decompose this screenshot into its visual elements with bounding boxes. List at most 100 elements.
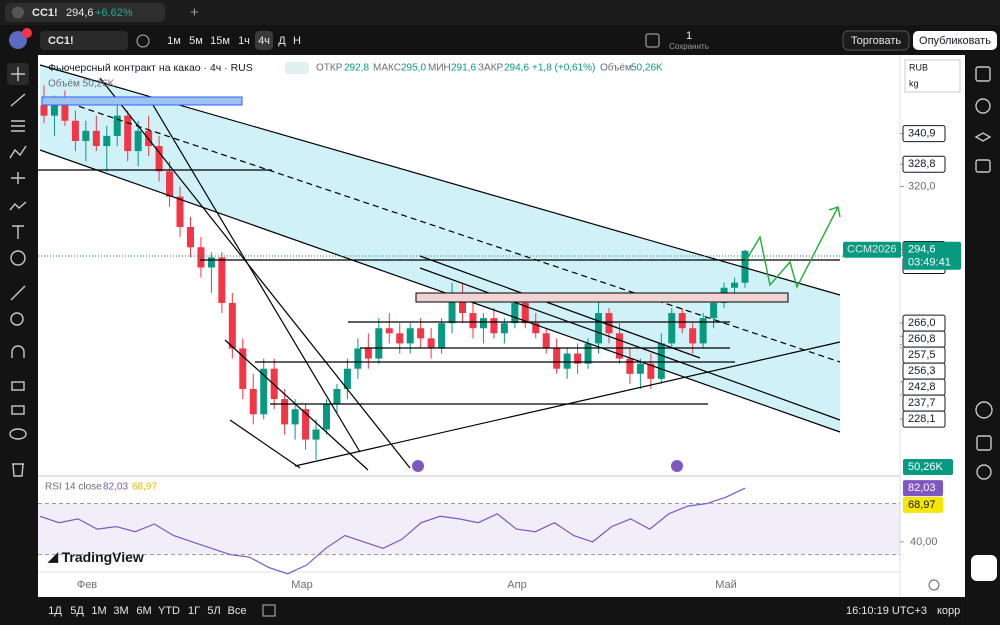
candle-body — [364, 348, 372, 359]
interval[interactable]: 4ч — [258, 35, 270, 47]
legend-tag — [285, 62, 309, 74]
event-marker[interactable] — [671, 460, 683, 472]
currency: RUB — [909, 62, 928, 72]
tool-cross[interactable] — [11, 67, 25, 81]
settings[interactable] — [928, 579, 940, 591]
compare[interactable] — [136, 34, 150, 48]
rsi-value: 82,03 — [908, 482, 936, 494]
legend-change: +1,8 (+0,61%) — [532, 63, 595, 74]
tool-zoom[interactable] — [10, 312, 24, 326]
range[interactable]: YTD — [158, 605, 180, 617]
legend-open-label: ОТКР — [316, 63, 343, 74]
channel-mid — [59, 99, 841, 363]
event-marker[interactable] — [412, 460, 424, 472]
adjust[interactable]: корр — [937, 605, 960, 617]
price-label: 340,9 — [908, 128, 936, 140]
candle-body — [731, 282, 739, 288]
tool-text[interactable] — [12, 225, 24, 239]
unit-box[interactable] — [904, 59, 961, 93]
candle-body — [563, 353, 571, 369]
channel-bottom — [39, 149, 841, 433]
interval[interactable]: Д — [278, 35, 286, 47]
tool-ruler[interactable] — [10, 285, 26, 301]
tool-path[interactable] — [9, 201, 27, 211]
range[interactable]: 1Г — [188, 605, 200, 617]
alerts[interactable] — [975, 98, 991, 114]
symbol-search[interactable] — [40, 31, 128, 50]
range[interactable]: 6М — [136, 605, 151, 617]
tool-pattern[interactable] — [9, 145, 27, 159]
current-symbol-box — [843, 241, 901, 258]
candle-body — [469, 313, 477, 329]
date-label: Фев — [77, 579, 97, 591]
publish-button[interactable] — [913, 31, 997, 50]
legend-volume: 50,26K — [631, 63, 663, 74]
support — [294, 341, 841, 467]
interval[interactable]: 1м — [167, 35, 181, 47]
range[interactable]: 1Д — [48, 605, 62, 617]
save[interactable]: Сохранить — [669, 42, 709, 51]
watchlist[interactable] — [975, 66, 991, 82]
left-toolbar — [0, 55, 38, 625]
tool-lock[interactable] — [11, 381, 25, 391]
logo: ◢ TradingView — [47, 549, 144, 565]
avatar[interactable] — [9, 31, 27, 49]
legend-title: Фьючерсный контракт на какао · 4ч · RUS — [48, 62, 253, 74]
candle-body — [615, 333, 623, 359]
chat[interactable] — [975, 159, 991, 173]
interval[interactable]: 1ч — [238, 35, 250, 47]
candle-body — [542, 333, 550, 349]
goto-date[interactable] — [262, 604, 276, 617]
date-label: Апр — [507, 579, 526, 591]
interval[interactable]: Н — [293, 35, 301, 47]
candle-body — [490, 318, 498, 334]
tool-emoji[interactable] — [10, 250, 26, 266]
interval[interactable]: 5м — [189, 35, 203, 47]
trade-button[interactable] — [842, 30, 910, 51]
range[interactable]: 1М — [91, 605, 106, 617]
tool-eye[interactable] — [9, 428, 27, 440]
help[interactable] — [976, 464, 992, 480]
layout-icon[interactable] — [645, 33, 660, 48]
tool-magnet[interactable] — [11, 345, 25, 358]
candle-body — [239, 348, 247, 389]
calendar[interactable] — [976, 435, 992, 451]
unit: kg — [909, 78, 919, 88]
candle-body — [218, 257, 226, 303]
legend-volume-label: Объём — [600, 62, 632, 74]
price-label: 328,8 — [908, 158, 936, 170]
speed[interactable] — [975, 401, 993, 419]
range[interactable]: Все — [228, 605, 247, 617]
candle-body — [500, 323, 508, 334]
rsi-tick-label: 40,00 — [910, 536, 938, 548]
candle-body — [532, 323, 540, 334]
zone-box — [415, 292, 789, 303]
tool-fib[interactable] — [11, 120, 25, 132]
tool-forecast[interactable] — [11, 172, 25, 184]
candle-body — [281, 399, 289, 425]
range[interactable]: 3М — [113, 605, 128, 617]
legend-low: 291,6 — [451, 63, 476, 74]
price-label: 320,0 — [908, 180, 936, 192]
candle-body — [302, 409, 310, 440]
candle-body — [375, 328, 383, 359]
range[interactable]: 5Л — [207, 605, 220, 617]
candle-body — [71, 120, 79, 141]
trend-steep2 — [149, 99, 361, 453]
rsi-legend-value: 82,03 — [103, 482, 128, 493]
candle-body — [553, 348, 561, 369]
date-label: Мар — [291, 579, 313, 591]
tab-price: 294,6 — [66, 7, 94, 19]
new-tab[interactable]: + — [190, 4, 199, 21]
range[interactable]: 5Д — [70, 605, 84, 617]
tool-lock2[interactable] — [11, 405, 25, 415]
price-label: 228,1 — [908, 413, 936, 425]
tab[interactable] — [5, 3, 165, 22]
current-price-box — [903, 241, 961, 270]
tool-trash[interactable] — [12, 463, 24, 477]
apps[interactable] — [971, 555, 997, 581]
candle-body — [511, 302, 519, 324]
layers[interactable] — [974, 132, 992, 142]
tool-line[interactable] — [10, 93, 26, 107]
interval[interactable]: 15м — [210, 35, 230, 47]
